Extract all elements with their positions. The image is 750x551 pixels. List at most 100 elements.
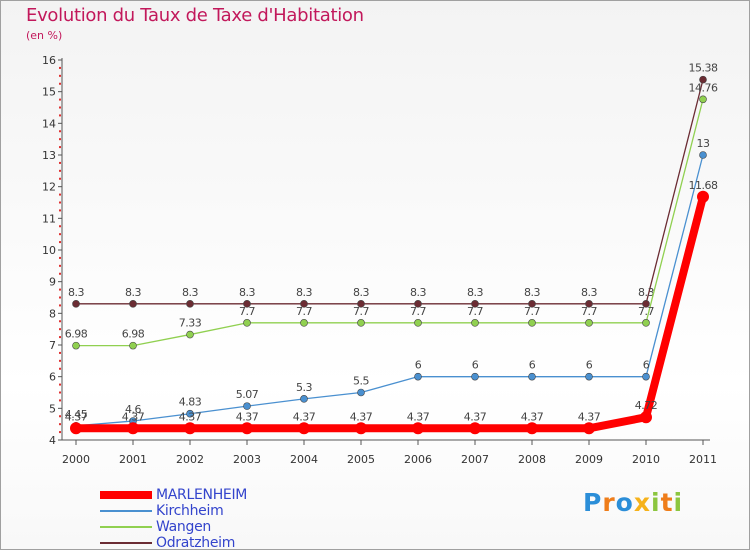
data-label-marlenheim: 4.37 <box>464 410 487 423</box>
x-tick-label: 2006 <box>404 453 432 466</box>
y-minor-tick <box>59 82 61 85</box>
data-label-odratzheim: 8.3 <box>68 286 84 299</box>
data-point-marlenheim <box>184 422 196 435</box>
y-minor-tick <box>59 146 61 149</box>
data-label-wangen: 6.98 <box>122 328 145 341</box>
data-point-wangen <box>72 341 80 350</box>
chart-title: Evolution du Taux de Taxe d'Habitation <box>26 5 364 26</box>
legend-item-marlenheim[interactable]: MARLENHEIM <box>100 487 247 503</box>
logo-letter: x <box>633 488 651 517</box>
x-tick-label: 2000 <box>62 453 90 466</box>
x-tick-label: 2008 <box>518 453 546 466</box>
data-label-odratzheim: 8.3 <box>296 286 312 299</box>
x-tick-label: 2001 <box>119 453 147 466</box>
data-point-marlenheim <box>298 422 310 435</box>
y-minor-tick <box>59 328 61 331</box>
legend-swatch-marlenheim <box>100 491 152 499</box>
y-tick-label: 7 <box>49 339 56 352</box>
data-point-kirchheim <box>243 402 251 410</box>
data-label-marlenheim: 4.37 <box>578 410 601 423</box>
y-minor-tick <box>59 241 61 244</box>
data-label-kirchheim: 6 <box>472 359 479 372</box>
y-minor-tick <box>59 161 61 164</box>
data-point-wangen <box>414 319 422 327</box>
y-minor-tick <box>59 351 61 354</box>
data-point-odratzheim <box>642 300 650 308</box>
legend-swatch-odratzheim <box>100 542 152 544</box>
y-minor-tick <box>59 74 61 77</box>
x-tick-label: 2007 <box>461 453 489 466</box>
data-label-odratzheim: 8.3 <box>524 286 540 299</box>
y-tick-label: 10 <box>42 244 56 257</box>
data-point-odratzheim <box>471 300 479 308</box>
legend-label-marlenheim: MARLENHEIM <box>156 487 248 503</box>
data-point-odratzheim <box>528 300 536 308</box>
y-minor-tick <box>59 288 61 291</box>
data-point-wangen <box>585 319 593 327</box>
data-label-marlenheim: 11.68 <box>689 179 718 192</box>
data-label-wangen: 7.7 <box>638 305 654 318</box>
y-minor-tick <box>59 106 61 109</box>
y-minor-tick <box>59 399 61 402</box>
data-label-marlenheim: 4.37 <box>236 410 259 423</box>
y-minor-tick <box>59 431 61 434</box>
data-point-kirchheim <box>186 409 194 418</box>
data-label-wangen: 14.76 <box>689 81 718 94</box>
data-label-kirchheim: 6 <box>415 359 422 372</box>
y-minor-tick <box>59 225 61 228</box>
data-label-odratzheim: 8.3 <box>125 286 141 299</box>
data-point-kirchheim <box>699 151 707 159</box>
data-label-marlenheim: 4.37 <box>293 410 316 423</box>
data-point-wangen <box>699 95 707 104</box>
data-point-odratzheim <box>414 300 422 308</box>
y-minor-tick <box>59 367 61 370</box>
data-point-kirchheim <box>300 395 308 403</box>
legend-item-wangen[interactable]: Wangen <box>100 519 247 535</box>
series-line-kirchheim <box>75 154 704 427</box>
data-point-marlenheim <box>640 411 652 424</box>
logo-letter: t <box>660 488 674 517</box>
data-point-kirchheim <box>471 372 479 381</box>
data-label-odratzheim: 15.38 <box>689 62 718 75</box>
logo-letter: i <box>651 488 661 517</box>
data-point-wangen <box>471 319 479 327</box>
y-minor-tick <box>59 391 61 394</box>
y-minor-tick <box>59 169 61 172</box>
legend-item-kirchheim[interactable]: Kirchheim <box>100 503 247 519</box>
data-point-kirchheim <box>585 372 593 381</box>
data-point-marlenheim <box>241 422 253 435</box>
data-label-odratzheim: 8.3 <box>410 286 426 299</box>
data-label-wangen: 6.98 <box>65 328 88 341</box>
legend-item-odratzheim[interactable]: Odratzheim <box>100 535 247 551</box>
legend-label-kirchheim: Kirchheim <box>156 503 224 519</box>
data-label-marlenheim: 4.37 <box>521 410 544 423</box>
data-point-marlenheim <box>412 422 424 435</box>
data-point-kirchheim <box>357 388 365 397</box>
data-label-kirchheim: 5.5 <box>353 375 369 388</box>
data-point-odratzheim <box>243 300 251 308</box>
y-tick-label: 9 <box>49 276 56 289</box>
data-label-odratzheim: 8.3 <box>239 286 255 299</box>
x-tick-label: 2003 <box>233 453 261 466</box>
y-minor-tick <box>59 423 61 426</box>
data-point-odratzheim <box>300 300 308 308</box>
x-tick-label: 2010 <box>632 453 660 466</box>
data-point-odratzheim <box>129 300 137 308</box>
data-point-wangen <box>243 319 251 327</box>
y-minor-tick <box>59 383 61 386</box>
data-label-wangen: 7.7 <box>467 305 483 318</box>
logo-letter: o <box>615 488 634 517</box>
legend-label-odratzheim: Odratzheim <box>156 535 236 551</box>
data-point-wangen <box>300 319 308 327</box>
series-line-odratzheim <box>75 78 704 305</box>
y-minor-tick <box>59 359 61 362</box>
data-point-marlenheim <box>526 422 538 435</box>
x-tick-label: 2009 <box>575 453 603 466</box>
y-tick-label: 15 <box>42 86 56 99</box>
y-minor-tick <box>59 130 61 133</box>
data-point-wangen <box>528 319 536 327</box>
y-minor-tick <box>59 304 61 307</box>
data-point-odratzheim <box>699 75 707 84</box>
logo-letter: P <box>583 488 603 517</box>
data-label-wangen: 7.7 <box>410 305 426 318</box>
